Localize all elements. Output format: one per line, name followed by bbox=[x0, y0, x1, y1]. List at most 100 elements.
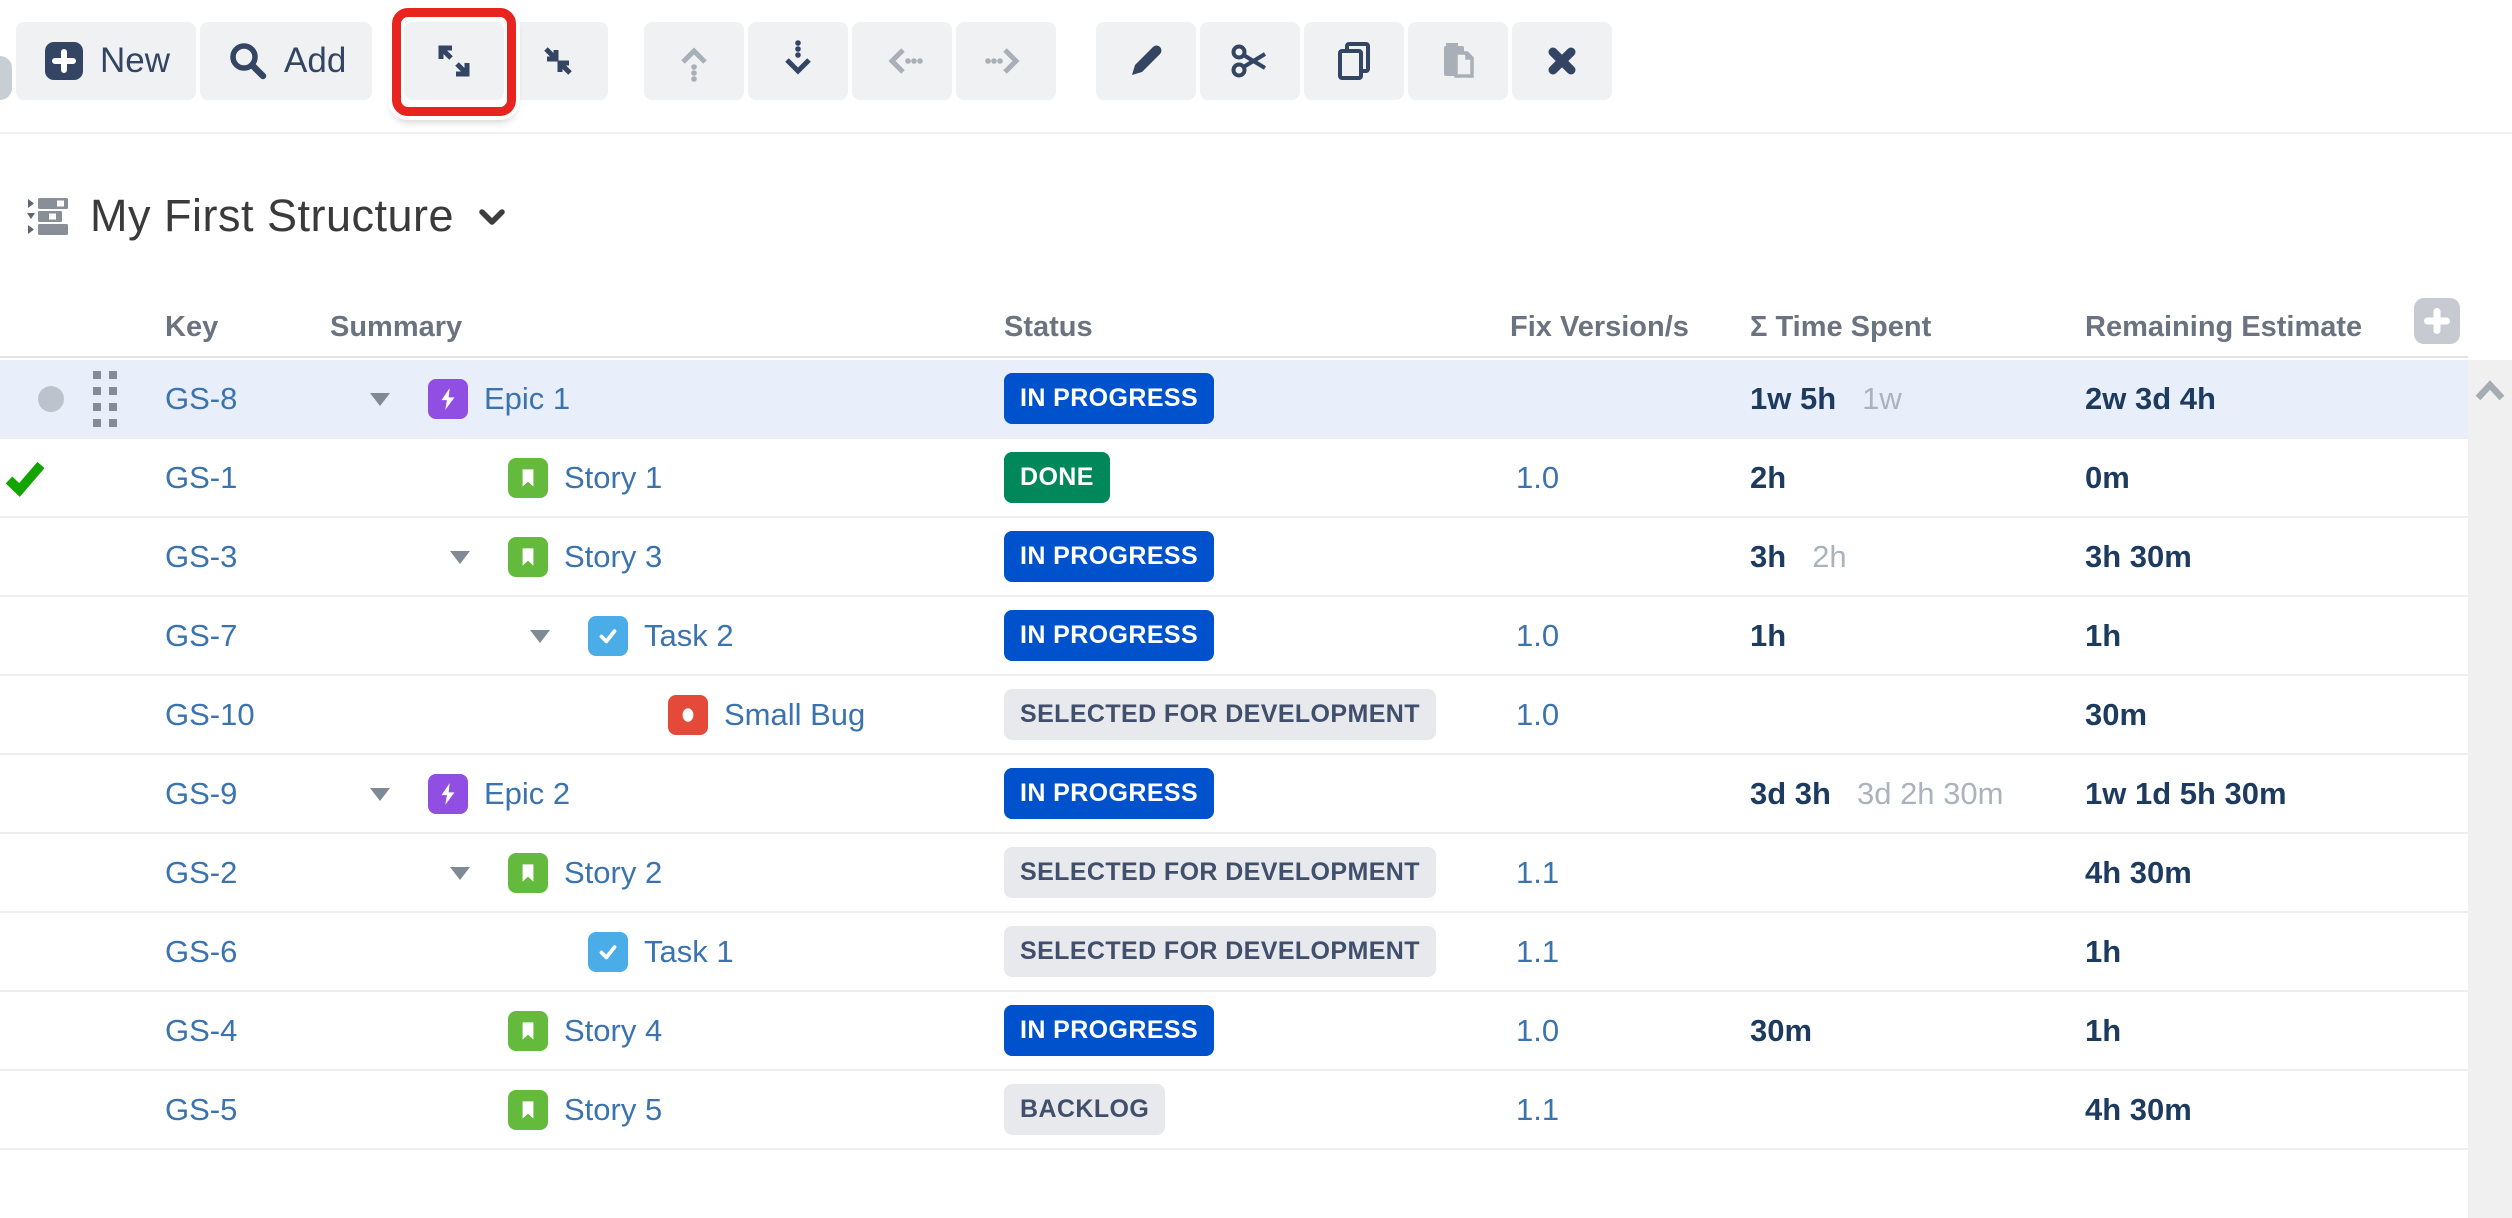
edit-group bbox=[1096, 22, 1613, 100]
expand-all-button[interactable] bbox=[404, 22, 505, 100]
add-button-label: Add bbox=[284, 41, 347, 80]
issue-key-link[interactable]: GS-10 bbox=[165, 696, 255, 732]
issue-row[interactable]: GS-9 Epic 2 IN PROGRESS 3d 3h 3d 2h 30m 1w 1d… bbox=[0, 755, 2468, 834]
status-cell: DONE bbox=[1004, 439, 1110, 516]
fix-version-link[interactable]: 1.0 bbox=[1516, 1012, 1560, 1048]
summary-link[interactable]: Story 2 bbox=[564, 854, 663, 890]
time-spent-aggregate: 3d 2h 30m bbox=[1856, 775, 2004, 811]
column-header-summary[interactable]: Summary bbox=[330, 311, 463, 343]
expander-icon[interactable] bbox=[370, 787, 390, 801]
copy-button[interactable] bbox=[1304, 22, 1405, 100]
column-header-fix-versions[interactable]: Fix Version/s bbox=[1510, 311, 1689, 343]
left-edge-artifact bbox=[0, 56, 12, 100]
new-button[interactable]: New bbox=[16, 22, 197, 100]
drag-handle[interactable] bbox=[93, 370, 117, 427]
fix-version-link[interactable]: 1.0 bbox=[1516, 617, 1560, 653]
remaining-estimate-value: 4h 30m bbox=[2085, 854, 2192, 890]
fix-version-link[interactable]: 1.0 bbox=[1516, 696, 1560, 732]
remaining-estimate-value: 1h bbox=[2085, 1012, 2122, 1048]
issue-key-link[interactable]: GS-3 bbox=[165, 538, 238, 574]
issue-type-icon-epic bbox=[428, 378, 468, 419]
cut-button[interactable] bbox=[1200, 22, 1301, 100]
fix-version-link[interactable]: 1.0 bbox=[1516, 459, 1560, 495]
issue-row[interactable]: GS-4 Story 4 IN PROGRESS 1.0 30m 1h bbox=[0, 992, 2468, 1071]
scroll-up-icon[interactable] bbox=[2474, 380, 2506, 407]
add-column-button[interactable] bbox=[2414, 298, 2460, 344]
scrollbar[interactable] bbox=[2468, 360, 2512, 1218]
edit-button[interactable] bbox=[1096, 22, 1197, 100]
expander-icon[interactable] bbox=[370, 392, 390, 406]
summary-link[interactable]: Task 1 bbox=[644, 933, 734, 969]
fix-version-link[interactable]: 1.1 bbox=[1516, 854, 1560, 890]
issue-key-link[interactable]: GS-5 bbox=[165, 1091, 238, 1127]
expander-icon[interactable] bbox=[450, 550, 470, 564]
issue-key-link[interactable]: GS-2 bbox=[165, 854, 238, 890]
issue-row[interactable]: GS-7 Task 2 IN PROGRESS 1.0 1h 1h bbox=[0, 597, 2468, 676]
summary-link[interactable]: Story 5 bbox=[564, 1091, 663, 1127]
time-spent-cell: 3h 2h bbox=[1750, 518, 1847, 595]
issue-key-link[interactable]: GS-4 bbox=[165, 1012, 238, 1048]
remaining-estimate-value: 3h 30m bbox=[2085, 538, 2192, 574]
summary-link[interactable]: Epic 2 bbox=[484, 775, 571, 811]
status-badge: SELECTED FOR DEVELOPMENT bbox=[1004, 926, 1436, 977]
issue-row[interactable]: GS-8 Epic 1 IN PROGRESS 1w 5h 1w 2w 3d 4h bbox=[0, 360, 2468, 439]
column-header-key[interactable]: Key bbox=[165, 311, 219, 343]
issue-key-link[interactable]: GS-1 bbox=[165, 459, 238, 495]
expand-group bbox=[392, 8, 609, 116]
create-group: New Add bbox=[16, 22, 373, 100]
summary-link[interactable]: Epic 1 bbox=[484, 380, 571, 416]
status-badge: SELECTED FOR DEVELOPMENT bbox=[1004, 689, 1436, 740]
column-header-status[interactable]: Status bbox=[1004, 311, 1093, 343]
expander-icon[interactable] bbox=[450, 866, 470, 880]
status-badge: IN PROGRESS bbox=[1004, 373, 1215, 424]
issue-row[interactable]: GS-6 Task 1 SELECTED FOR DEVELOPMENT 1.1 1h bbox=[0, 913, 2468, 992]
row-marker-dot bbox=[38, 385, 64, 412]
grid-header: Key Summary Status Fix Version/s Σ Time … bbox=[0, 292, 2468, 358]
summary-link[interactable]: Task 2 bbox=[644, 617, 734, 653]
issue-row[interactable]: GS-1 Story 1 DONE 1.0 2h 0m bbox=[0, 439, 2468, 518]
move-group bbox=[644, 22, 1057, 100]
delete-button[interactable] bbox=[1512, 22, 1613, 100]
summary-link[interactable]: Story 4 bbox=[564, 1012, 663, 1048]
summary-link[interactable]: Small Bug bbox=[724, 696, 866, 732]
time-spent-value: 3d 3h bbox=[1750, 775, 1831, 811]
paste-icon bbox=[1436, 39, 1480, 83]
time-spent-value: 3h bbox=[1750, 538, 1787, 574]
issue-key-link[interactable]: GS-8 bbox=[165, 380, 238, 416]
column-header-remaining-estimate[interactable]: Remaining Estimate bbox=[2085, 311, 2363, 343]
status-cell: IN PROGRESS bbox=[1004, 518, 1215, 595]
status-badge: SELECTED FOR DEVELOPMENT bbox=[1004, 847, 1436, 898]
time-spent-value: 2h bbox=[1750, 459, 1787, 495]
move-down-button[interactable] bbox=[748, 22, 849, 100]
fix-version-link[interactable]: 1.1 bbox=[1516, 1091, 1560, 1127]
issue-type-icon-epic bbox=[428, 773, 468, 814]
move-up-button[interactable] bbox=[644, 22, 745, 100]
issue-type-icon-task bbox=[588, 615, 628, 656]
summary-link[interactable]: Story 3 bbox=[564, 538, 663, 574]
issue-row[interactable]: GS-3 Story 3 IN PROGRESS 3h 2h 3h 30m bbox=[0, 518, 2468, 597]
expander-icon[interactable] bbox=[530, 629, 550, 643]
issue-row[interactable]: GS-2 Story 2 SELECTED FOR DEVELOPMENT 1.1 4h… bbox=[0, 834, 2468, 913]
structure-title: My First Structure bbox=[90, 190, 455, 241]
collapse-all-button[interactable] bbox=[508, 22, 609, 100]
time-spent-cell: 2h bbox=[1750, 439, 1786, 516]
issue-key-link[interactable]: GS-6 bbox=[165, 933, 238, 969]
issue-row[interactable]: GS-10 Small Bug SELECTED FOR DEVELOPMENT 1.… bbox=[0, 676, 2468, 755]
time-spent-value: 1h bbox=[1750, 617, 1787, 653]
remaining-estimate-value: 0m bbox=[2085, 459, 2130, 495]
status-badge: IN PROGRESS bbox=[1004, 531, 1215, 582]
issue-key-link[interactable]: GS-9 bbox=[165, 775, 238, 811]
paste-button[interactable] bbox=[1408, 22, 1509, 100]
issue-key-link[interactable]: GS-7 bbox=[165, 617, 238, 653]
column-header-time-spent[interactable]: Σ Time Spent bbox=[1750, 311, 1932, 343]
move-right-button[interactable] bbox=[956, 22, 1057, 100]
chevron-down-icon[interactable] bbox=[478, 208, 506, 233]
add-button[interactable]: Add bbox=[200, 22, 373, 100]
issue-row[interactable]: GS-5 Story 5 BACKLOG 1.1 4h 30m bbox=[0, 1071, 2468, 1150]
issue-type-icon-story bbox=[508, 1089, 548, 1130]
issue-type-icon-story bbox=[508, 536, 548, 577]
fix-version-link[interactable]: 1.1 bbox=[1516, 933, 1560, 969]
move-left-button[interactable] bbox=[852, 22, 953, 100]
summary-link[interactable]: Story 1 bbox=[564, 459, 663, 495]
remaining-estimate-value: 2w 3d 4h bbox=[2085, 380, 2216, 416]
